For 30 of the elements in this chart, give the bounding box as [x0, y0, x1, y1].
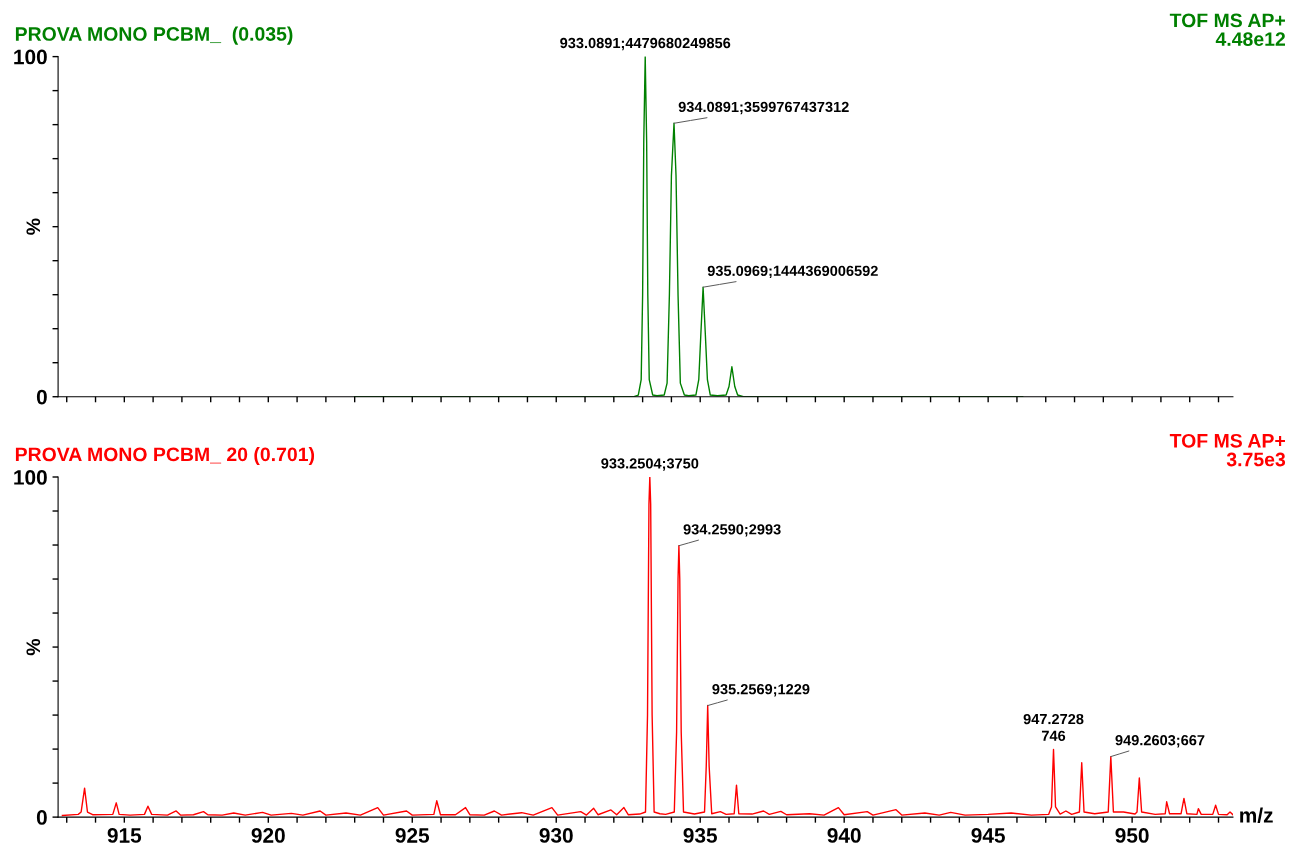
y-tick-label: 100 [14, 470, 47, 485]
x-axis-title: m/z [1240, 807, 1273, 823]
annotation: 933.2504;3750 [601, 458, 699, 471]
x-tick-label: 950 [1115, 828, 1149, 843]
y-tick-label: 0 [36, 810, 47, 825]
y-axis-title: % [26, 218, 41, 235]
annotation: 947.2728 746 [1023, 713, 1084, 741]
y-axis-title: % [26, 638, 41, 656]
annotation: 933.0891;4479680249856 [560, 37, 731, 51]
x-tick-label: 930 [539, 828, 573, 843]
chart-title: PROVA MONO PCBM_ (0.035) [15, 26, 293, 45]
x-tick-label: 925 [395, 828, 430, 843]
x-tick-label: 935 [683, 828, 718, 843]
text: 3.75e3 [1226, 452, 1286, 467]
text: 4.48e12 [1215, 32, 1285, 46]
annotation: 934.0891;3599767437312 [678, 101, 849, 115]
text: TOF MS AP+ [1169, 13, 1285, 28]
annotation: 935.0969;1444369006592 [707, 265, 878, 279]
y-tick-label: 100 [14, 49, 47, 65]
annotation: 935.2569;1229 [712, 684, 810, 697]
x-tick-label: 940 [827, 828, 861, 843]
x-tick-label: 920 [251, 828, 285, 843]
y-tick-label: 0 [36, 389, 47, 405]
annotation: 934.2590;2993 [683, 524, 781, 537]
text: TOF MS AP+ [1169, 433, 1285, 448]
x-tick-label: 915 [107, 828, 142, 843]
chart-title: PROVA MONO PCBM_ 20 (0.701) [15, 446, 315, 466]
line-series [61, 477, 1233, 817]
annotation: 949.2603;667 [1115, 735, 1205, 748]
x-tick-label: 945 [971, 828, 1005, 843]
